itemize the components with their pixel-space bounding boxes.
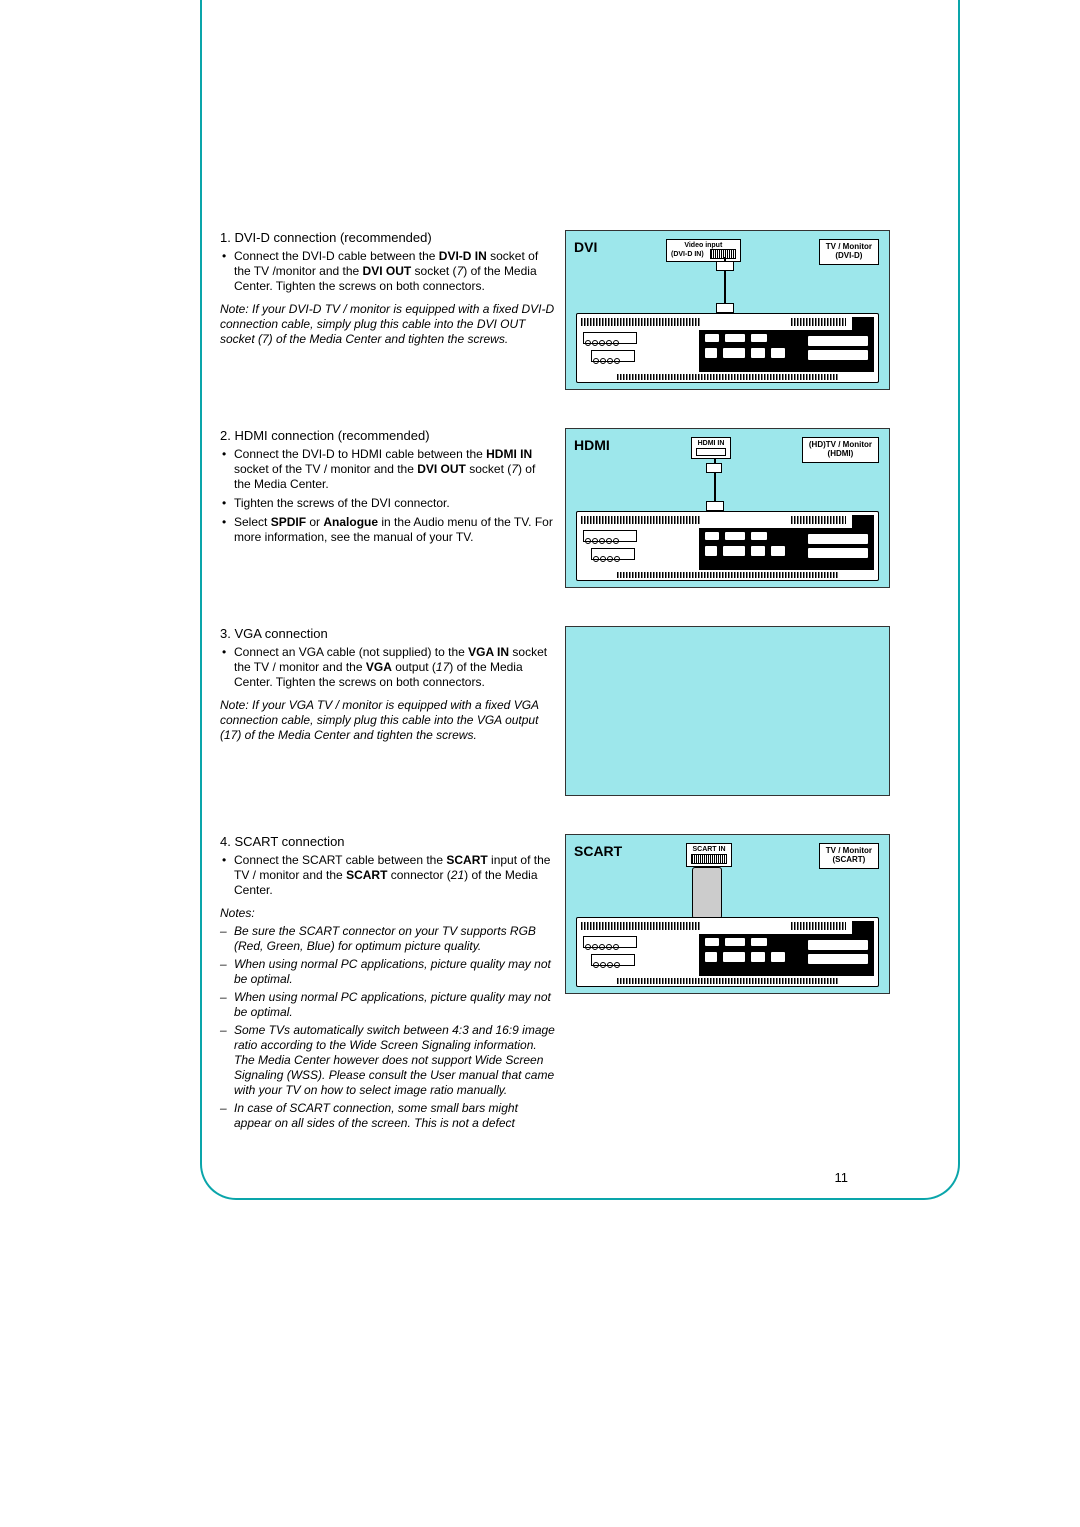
scart-tv-label-box: TV / Monitor (SCART) [819,843,879,869]
dvi-diagram: DVI Video input (DVI-D IN) TV / Monitor … [565,230,890,390]
hdmi-diagram: HDMI HDMI IN (HD)TV / Monitor (HDMI) [565,428,890,588]
dvi-plug-top [716,261,734,271]
section-dvi: 1. DVI-D connection (recommended) Connec… [220,230,940,400]
scart-tv-line2: (SCART) [832,855,865,864]
hdmi-conn-label: HDMI IN [698,440,725,447]
scart-tv-line1: TV / Monitor [826,846,872,855]
hdmi-title: 2. HDMI connection (recommended) [220,428,555,443]
scart-note-2: When using normal PC applications, pictu… [234,957,555,987]
scart-diagram: SCART SCART IN TV / Monitor (SCART) [565,834,890,994]
scart-device [576,917,879,987]
dvi-bullet-1: Connect the DVI-D cable between the DVI-… [234,249,555,294]
hdmi-bullet-1: Connect the DVI-D to HDMI cable between … [234,447,555,492]
dvi-device [576,313,879,383]
scart-cable [692,867,722,919]
dvi-input-connector: Video input (DVI-D IN) [666,239,741,262]
scart-note-1: Be sure the SCART connector on your TV s… [234,924,555,954]
dvi-tv-line2: (DVI-D) [835,251,862,260]
hdmi-bullet-3: Select SPDIF or Analogue in the Audio me… [234,515,555,545]
section-hdmi: 2. HDMI connection (recommended) Connect… [220,428,940,598]
hdmi-bullet-2: Tighten the screws of the DVI connector. [234,496,555,511]
scart-note-4: Some TVs automatically switch between 4:… [234,1023,555,1098]
vga-note: Note: If your VGA TV / monitor is equipp… [220,698,555,743]
scart-conn-label: SCART IN [692,846,725,853]
hdmi-device [576,511,879,581]
hdmi-diagram-label: HDMI [574,437,610,453]
dvi-title: 1. DVI-D connection (recommended) [220,230,555,245]
scart-bullet-1: Connect the SCART cable between the SCAR… [234,853,555,898]
hdmi-plug-bottom [706,501,724,511]
hdmi-tv-label-box: (HD)TV / Monitor (HDMI) [802,437,879,463]
scart-diagram-label: SCART [574,843,622,859]
scart-notes-label: Notes: [220,906,555,920]
page-content: 1. DVI-D connection (recommended) Connec… [220,230,940,1162]
hdmi-input-connector: HDMI IN [691,437,731,459]
page-number: 11 [835,1170,849,1185]
section-vga: 3. VGA connection Connect an VGA cable (… [220,626,940,806]
dvi-plug-bottom [716,303,734,313]
hdmi-plug-top [706,463,722,473]
dvi-tv-line1: TV / Monitor [826,242,872,251]
section-scart: 4. SCART connection Connect the SCART ca… [220,834,940,1134]
dvi-diagram-label: DVI [574,239,597,255]
scart-title: 4. SCART connection [220,834,555,849]
dvi-conn-line1: Video input [684,242,722,249]
dvi-conn-line2: (DVI-D IN) [671,251,704,258]
scart-note-3: When using normal PC applications, pictu… [234,990,555,1020]
hdmi-tv-line1: (HD)TV / Monitor [809,440,872,449]
hdmi-tv-line2: (HDMI) [828,449,854,458]
vga-title: 3. VGA connection [220,626,555,641]
vga-diagram [565,626,890,796]
scart-note-5: In case of SCART connection, some small … [234,1101,555,1131]
vga-bullet-1: Connect an VGA cable (not supplied) to t… [234,645,555,690]
scart-input-connector: SCART IN [686,843,732,867]
dvi-tv-label-box: TV / Monitor (DVI-D) [819,239,879,265]
dvi-note: Note: If your DVI-D TV / monitor is equi… [220,302,555,347]
